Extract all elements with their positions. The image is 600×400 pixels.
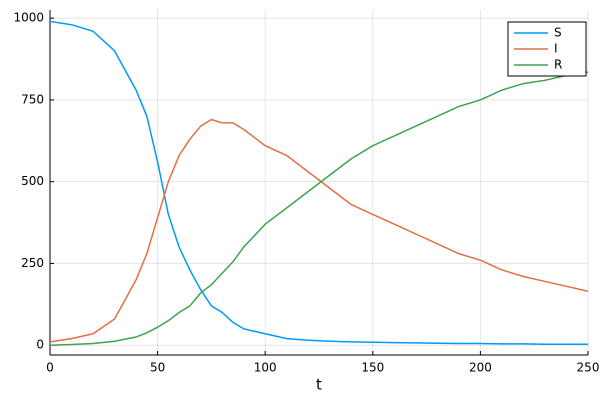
x-tick-label: 250 bbox=[577, 361, 600, 375]
x-tick-label: 100 bbox=[254, 361, 277, 375]
x-tick-label: 50 bbox=[150, 361, 165, 375]
series-line bbox=[49, 118, 589, 343]
y-tick-label: 250 bbox=[21, 256, 44, 270]
x-tick-label: 200 bbox=[469, 361, 492, 375]
y-tick-label: 1000 bbox=[13, 11, 44, 25]
y-tick-label: 500 bbox=[21, 174, 44, 188]
y-tick-label: 0 bbox=[36, 338, 44, 352]
x-tick-label: 0 bbox=[46, 361, 54, 375]
legend-label: R bbox=[554, 58, 562, 72]
legend-label: S bbox=[554, 26, 562, 40]
series-line bbox=[49, 71, 589, 346]
x-tick-label: 150 bbox=[361, 361, 384, 375]
legend-label: I bbox=[554, 42, 558, 56]
series-line bbox=[49, 20, 588, 345]
x-axis-label: t bbox=[316, 376, 322, 394]
y-tick-label: 750 bbox=[21, 92, 44, 106]
